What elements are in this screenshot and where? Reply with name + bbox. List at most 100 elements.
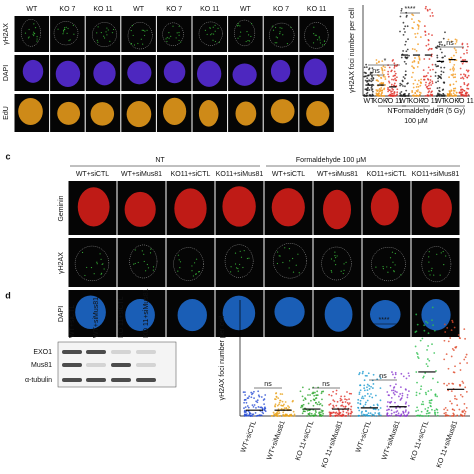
dot [425,81,427,84]
dot [454,38,457,41]
focus [106,27,108,29]
x-tick-label: KO 11 [454,98,473,105]
dot [363,379,366,382]
focus [234,252,237,254]
dot [365,66,368,69]
focus [288,248,291,250]
dot [434,413,437,416]
dot [452,349,455,352]
column-label: KO11+siMus81 [216,171,264,178]
dot [337,413,340,416]
dot [287,405,289,407]
dot [371,85,373,88]
dot [423,25,426,27]
nucleus-outline [162,22,184,46]
row-label: α-tubulin [25,377,52,384]
dot [362,370,364,373]
dot [366,399,369,402]
dot [458,408,461,411]
dot [455,398,458,401]
dot [455,39,458,42]
dot [431,11,434,14]
dot [320,415,322,417]
focus [133,44,136,46]
image-tile [264,238,313,287]
dot [452,69,455,72]
dot [461,62,464,65]
dot [394,77,397,80]
focus [429,274,431,276]
dot [428,47,431,50]
dot [357,398,360,401]
nucleus-outline [371,247,406,282]
dot [405,409,407,412]
dot [425,363,428,365]
focus [212,26,214,28]
dot [274,412,277,415]
dot [346,391,348,393]
dot [453,326,456,329]
column-label: KO 11 [200,6,219,13]
focus [319,42,322,44]
dot [363,389,366,392]
dot [426,409,429,412]
focus [237,267,239,270]
dot [381,90,383,92]
focus [428,261,430,263]
focus [96,261,98,263]
dot [312,398,315,401]
dot [368,89,371,91]
x-tick-label: KO 11+siMus81 [321,420,345,469]
dot [372,383,375,385]
dot [366,77,369,80]
lane-label: KO 11+siMus81 [143,288,150,338]
focus [34,27,37,29]
significance: ns [372,68,380,75]
dot [400,91,403,93]
focus [137,42,139,45]
focus [237,22,239,25]
dot [417,27,420,30]
focus [84,274,86,277]
dot [408,390,410,393]
dot [263,407,266,410]
dot [407,372,410,375]
dot [280,404,283,407]
dot [312,404,315,407]
dot [403,60,406,63]
dot [408,374,411,377]
dot [446,384,448,387]
dot [376,404,379,407]
dot [463,83,466,86]
dot [244,398,247,401]
dot [357,406,359,409]
focus [272,29,275,31]
dot [393,386,396,388]
focus [130,43,133,45]
dot [399,95,402,97]
focus [313,33,315,35]
dot [451,321,454,324]
dot [419,388,422,391]
dot [300,406,302,409]
dot [447,38,450,41]
dot [453,371,456,374]
dot [357,402,359,404]
focus [330,258,333,260]
dot [315,394,318,397]
focus [288,267,290,269]
dot [395,65,398,67]
focus [284,247,286,249]
dot [462,382,465,384]
focus [292,271,295,273]
blot-band [86,363,106,367]
dot [439,76,442,79]
focus [178,39,180,42]
dot [450,402,453,405]
dot [394,95,397,97]
dot [375,59,378,61]
focus [195,258,198,260]
focus [336,255,338,257]
dot [368,395,371,398]
